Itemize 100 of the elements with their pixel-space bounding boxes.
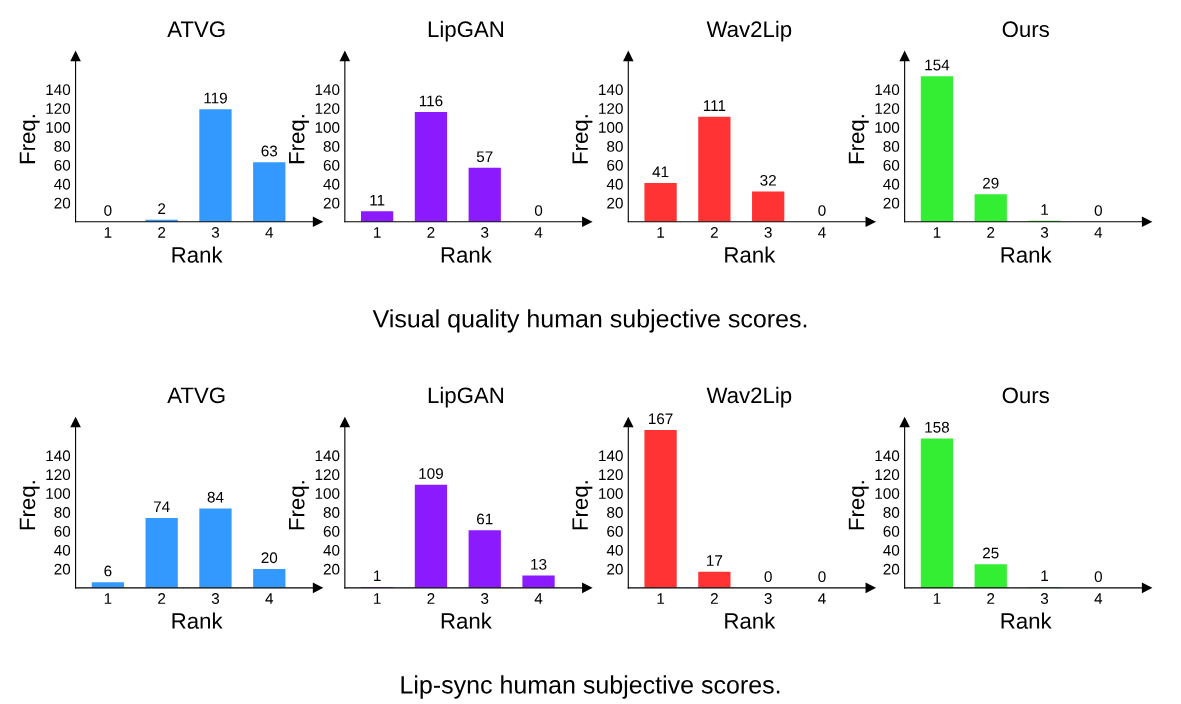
data-label: 29 <box>983 177 999 189</box>
x-tick-label: 4 <box>534 227 543 238</box>
y-axis-title: Freq. <box>848 115 869 164</box>
data-label: 0 <box>1094 571 1102 583</box>
x-tick-label: 1 <box>104 593 112 604</box>
x-tick-label: 4 <box>265 227 274 238</box>
y-axis-title: Freq. <box>572 481 593 530</box>
data-label: 74 <box>153 501 170 512</box>
x-tick-label: 2 <box>427 227 435 238</box>
data-label: 20 <box>261 552 278 564</box>
y-tick-label: 120 <box>46 103 71 114</box>
y-tick-label: 40 <box>606 178 623 190</box>
x-tick-label: 4 <box>1094 593 1103 604</box>
y-tick-label: 40 <box>54 544 71 556</box>
y-tick-label: 120 <box>599 103 623 114</box>
data-label: 17 <box>707 555 723 566</box>
data-label: 116 <box>419 95 443 107</box>
y-tick-label: 100 <box>599 122 623 133</box>
x-tick-label: 1 <box>933 593 941 604</box>
data-label: 109 <box>419 468 443 479</box>
chart-title: LipGAN <box>428 386 503 408</box>
y-tick-label: 60 <box>883 525 900 537</box>
x-tick-label: 2 <box>987 593 995 604</box>
data-label: 119 <box>204 92 227 104</box>
data-label: 158 <box>925 421 950 433</box>
y-tick-label: 140 <box>46 450 71 462</box>
x-tick-label: 2 <box>427 593 435 604</box>
y-tick-label: 40 <box>883 544 900 556</box>
y-tick-label: 140 <box>315 84 340 96</box>
y-tick-label: 60 <box>54 525 71 537</box>
y-axis-title: Freq. <box>19 481 40 530</box>
y-tick-label: 60 <box>607 525 623 537</box>
x-axis-title: Rank <box>441 246 492 263</box>
data-label: 61 <box>477 513 493 525</box>
y-tick-label: 60 <box>883 159 900 171</box>
data-label: 111 <box>703 100 726 111</box>
data-label: 6 <box>104 565 112 577</box>
y-tick-label: 120 <box>875 103 900 114</box>
chart-title: Ours <box>1002 21 1049 38</box>
x-tick-label: 3 <box>481 593 489 604</box>
y-tick-label: 120 <box>875 469 900 481</box>
data-label: 154 <box>925 59 950 71</box>
x-tick-label: 4 <box>1094 227 1103 238</box>
data-label: 57 <box>476 151 493 163</box>
y-tick-label: 20 <box>54 563 71 575</box>
x-axis-title: Rank <box>1001 246 1052 263</box>
x-tick-label: 1 <box>374 227 381 238</box>
data-label: 0 <box>818 205 826 216</box>
y-axis-title: Freq. <box>289 481 309 530</box>
x-tick-label: 1 <box>657 593 665 604</box>
data-label: 0 <box>104 205 112 216</box>
y-tick-label: 120 <box>599 469 623 481</box>
x-tick-label: 1 <box>104 227 112 238</box>
data-label: 1 <box>1041 204 1049 215</box>
data-label: 0 <box>764 571 772 583</box>
y-tick-label: 60 <box>323 159 340 171</box>
data-label: 0 <box>534 205 543 216</box>
x-tick-label: 4 <box>818 593 826 604</box>
y-tick-label: 140 <box>46 84 71 96</box>
y-tick-label: 100 <box>599 488 623 499</box>
x-axis-title: Rank <box>441 612 492 629</box>
x-tick-label: 1 <box>657 227 665 238</box>
y-tick-label: 100 <box>46 122 71 133</box>
chart-title: LipGAN <box>428 20 503 42</box>
x-tick-label: 3 <box>211 593 220 604</box>
y-tick-label: 40 <box>606 544 623 556</box>
x-tick-label: 1 <box>374 593 381 604</box>
data-label: 1 <box>374 570 381 581</box>
y-tick-label: 60 <box>607 159 623 171</box>
data-label: 1 <box>1041 570 1049 581</box>
data-label: 11 <box>370 194 385 206</box>
y-tick-label: 120 <box>46 469 71 481</box>
x-axis-title: Rank <box>1001 612 1052 629</box>
y-tick-label: 20 <box>54 197 71 209</box>
data-label: 32 <box>760 174 776 186</box>
y-axis-title: Freq. <box>572 115 593 164</box>
y-tick-label: 140 <box>875 450 900 462</box>
x-tick-label: 3 <box>764 593 772 604</box>
y-tick-label: 100 <box>46 488 71 499</box>
y-tick-label: 20 <box>323 197 340 209</box>
x-tick-label: 2 <box>987 227 995 238</box>
y-tick-label: 100 <box>315 488 340 499</box>
x-tick-label: 4 <box>534 593 543 604</box>
x-tick-label: 2 <box>158 227 166 238</box>
x-tick-label: 4 <box>818 227 826 238</box>
x-tick-label: 3 <box>211 227 220 238</box>
x-tick-label: 3 <box>1040 227 1049 238</box>
y-tick-label: 80 <box>323 507 340 518</box>
x-tick-label: 4 <box>265 593 274 604</box>
y-tick-label: 20 <box>883 563 900 575</box>
y-tick-label: 80 <box>323 141 340 152</box>
data-label: 84 <box>207 491 224 503</box>
data-label: 25 <box>983 547 999 559</box>
y-tick-label: 120 <box>315 469 340 481</box>
y-axis-title: Freq. <box>19 115 40 164</box>
data-label: 2 <box>158 203 166 214</box>
x-tick-label: 2 <box>710 593 718 604</box>
chart-title: ATVG <box>167 21 225 38</box>
data-label: 63 <box>261 145 278 157</box>
y-tick-label: 20 <box>607 197 623 209</box>
